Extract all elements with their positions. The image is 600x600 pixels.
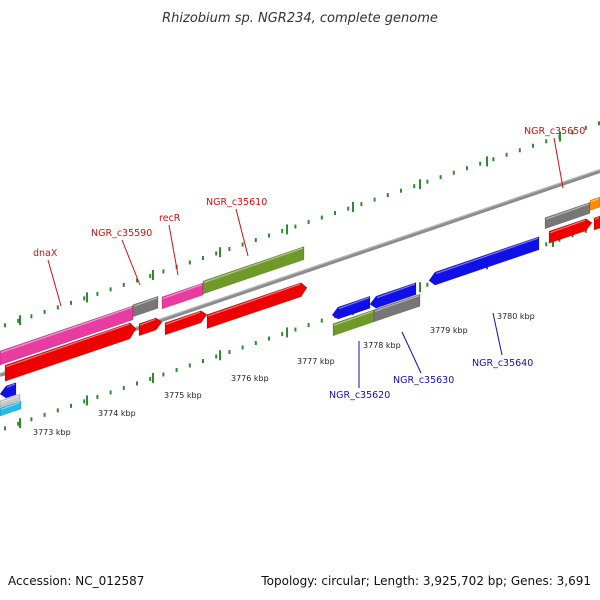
partial-cyan-strip — [0, 400, 22, 417]
cds-edge-arrow — [593, 215, 600, 231]
reverse-NGR_c35640-arrow-sheen — [435, 237, 539, 275]
scale-tick-label: 3779 kbp — [430, 326, 468, 335]
gene-orange-box-sheen — [590, 197, 600, 203]
cds-recR-arrow — [164, 310, 208, 336]
forward-leader-line — [47, 259, 62, 307]
forward-leader-line — [553, 137, 564, 189]
gene-NGR_c35610-box-sheen — [203, 247, 304, 284]
scale-tick-label: 3776 kbp — [231, 374, 269, 383]
cds-NGR_c35650-arrow — [548, 218, 593, 244]
feature-tracks — [0, 196, 600, 417]
partial-grey-strip — [0, 393, 21, 408]
reverse-NGR_c35620-arrow — [331, 295, 371, 320]
gene-NGR_c35620-box-sheen — [333, 310, 374, 326]
gene-orange-box — [589, 196, 600, 211]
reverse-leader-line — [401, 331, 422, 374]
forward-leader-line — [235, 208, 249, 257]
cds-recR-arrow-sheen — [165, 311, 201, 325]
forward-gene-label: NGR_c35590 — [91, 228, 152, 239]
gene-NGR_c35590-box-sheen — [133, 297, 158, 307]
cds-dnaX-arrow — [4, 322, 137, 382]
cds-NGR_c35590-arrow-sheen — [139, 318, 156, 326]
gene-NGR_c35650-box-sheen — [545, 203, 590, 220]
partial-grey-strip-sheen — [0, 395, 20, 404]
gene-NGR_c35630-box — [373, 293, 421, 323]
gene-NGR_c35590-box — [132, 295, 159, 318]
reverse-leader-line — [492, 312, 503, 356]
scale-tick-label: 3775 kbp — [164, 391, 202, 400]
gene-recR-box-sheen — [162, 283, 203, 299]
cds-dnaX-arrow-sheen — [5, 323, 130, 368]
reverse-NGR_c35640-arrow — [428, 236, 540, 286]
scale-tick-label: 3774 kbp — [98, 409, 136, 418]
forward-gene-label: recR — [159, 213, 181, 224]
cds-NGR_c35610-arrow-sheen — [207, 283, 301, 317]
partial-blue-arrow — [0, 382, 17, 399]
cds-NGR_c35610-arrow — [206, 282, 308, 330]
forward-leader-line — [121, 239, 141, 286]
forward-leader-line — [168, 224, 179, 276]
reverse-gene-label: NGR_c35620 — [329, 390, 390, 401]
gene-labels: dnaX NGR_c35590 recR NGR_c35610 NGR_c35650 NG… — [33, 126, 585, 401]
gene-NGR_c35650-box — [544, 201, 591, 230]
gene-NGR_c35630-box-sheen — [374, 295, 420, 312]
gene-dnaX-box — [0, 305, 134, 366]
reverse-NGR_c35630-arrow-sheen — [376, 283, 416, 299]
gene-NGR_c35610-box — [202, 246, 305, 295]
accession-text: Accession: NC_012587 — [8, 574, 145, 588]
partial-cyan-strip-sheen — [0, 401, 21, 411]
scale-tick-label: 3778 kbp — [363, 341, 401, 350]
genome-summary-text: Topology: circular; Length: 3,925,702 bp… — [261, 574, 591, 588]
cds-NGR_c35590-arrow — [138, 317, 163, 337]
forward-gene-label: NGR_c35650 — [524, 126, 585, 137]
scale-tick-label: 3777 kbp — [297, 357, 335, 366]
scale-tick-label: 3773 kbp — [33, 428, 71, 437]
forward-gene-label: NGR_c35610 — [206, 197, 267, 208]
forward-gene-label: dnaX — [33, 248, 58, 259]
cds-NGR_c35650-arrow-sheen — [549, 219, 586, 234]
scale-ruler: 3773 kbp 3774 kbp 3775 kbp 3776 kbp 3777 kbp… — [0, 121, 600, 437]
cds-edge-arrow-sheen — [594, 216, 600, 221]
reverse-NGR_c35620-arrow-sheen — [338, 297, 370, 310]
reverse-NGR_c35630-arrow — [369, 282, 417, 309]
scale-tick-label: 3780 kbp — [497, 312, 535, 321]
reverse-gene-label: NGR_c35640 — [472, 358, 533, 369]
gene-recR-box — [161, 282, 204, 310]
map-title: Rhizobium sp. NGR234, complete genome — [162, 11, 438, 26]
reverse-gene-label: NGR_c35630 — [393, 375, 454, 386]
gene-dnaX-box-sheen — [0, 306, 133, 354]
partial-blue-arrow-sheen — [6, 383, 16, 389]
